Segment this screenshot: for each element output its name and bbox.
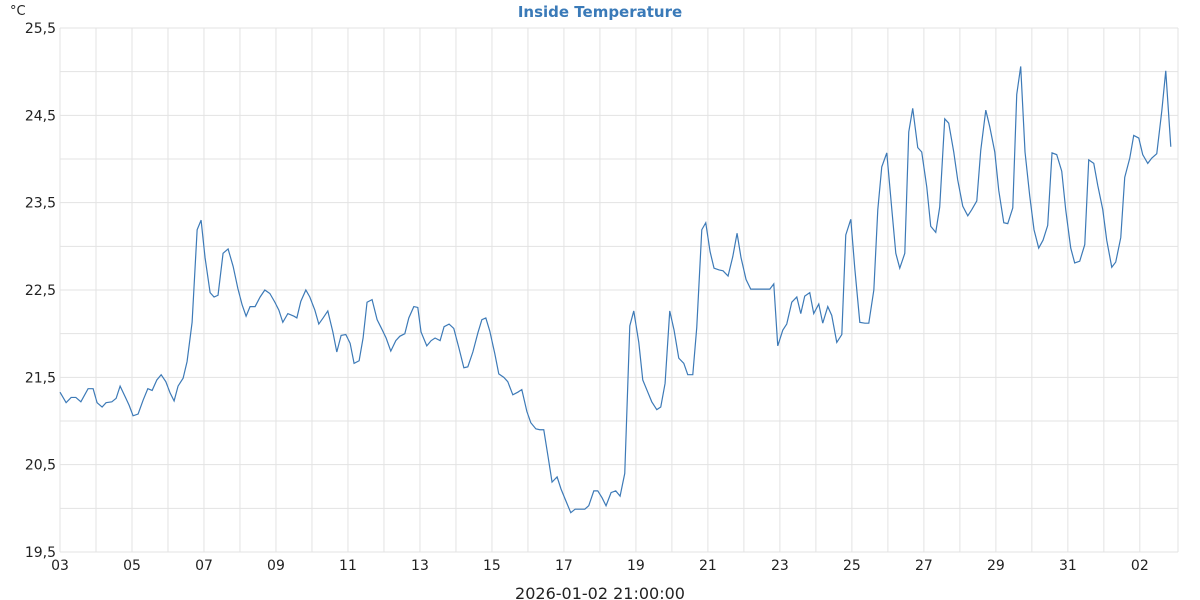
y-tick-label: 24,5 [25,108,56,124]
y-unit: °C [10,4,26,19]
x-tick-label: 27 [915,558,933,574]
y-tick-label: 25,5 [25,21,56,37]
x-tick-label: 13 [411,558,429,574]
x-tick-label: 31 [1059,558,1077,574]
x-tick-label: 23 [771,558,789,574]
x-tick-label: 11 [339,558,357,574]
data-line [59,66,1172,514]
x-tick-label: 03 [51,558,69,574]
x-tick-label: 07 [195,558,213,574]
y-tick-label: 21,5 [25,370,56,386]
x-tick-label: 19 [627,558,645,574]
x-tick-label: 15 [483,558,501,574]
chart-title: Inside Temperature [518,3,682,21]
x-tick-label: 17 [555,558,573,574]
x-tick-label: 25 [843,558,861,574]
y-tick-label: 19,5 [25,545,56,561]
x-label: 2026-01-02 21:00:00 [515,584,685,600]
y-tick-label: 22,5 [25,283,56,299]
x-tick-label: 02 [1131,558,1149,574]
y-tick-label: 20,5 [25,458,56,474]
x-tick-label: 29 [987,558,1005,574]
x-tick-label: 09 [267,558,285,574]
y-tick-label: 23,5 [25,196,56,212]
x-tick-label: 21 [699,558,717,574]
x-tick-label: 05 [123,558,141,574]
